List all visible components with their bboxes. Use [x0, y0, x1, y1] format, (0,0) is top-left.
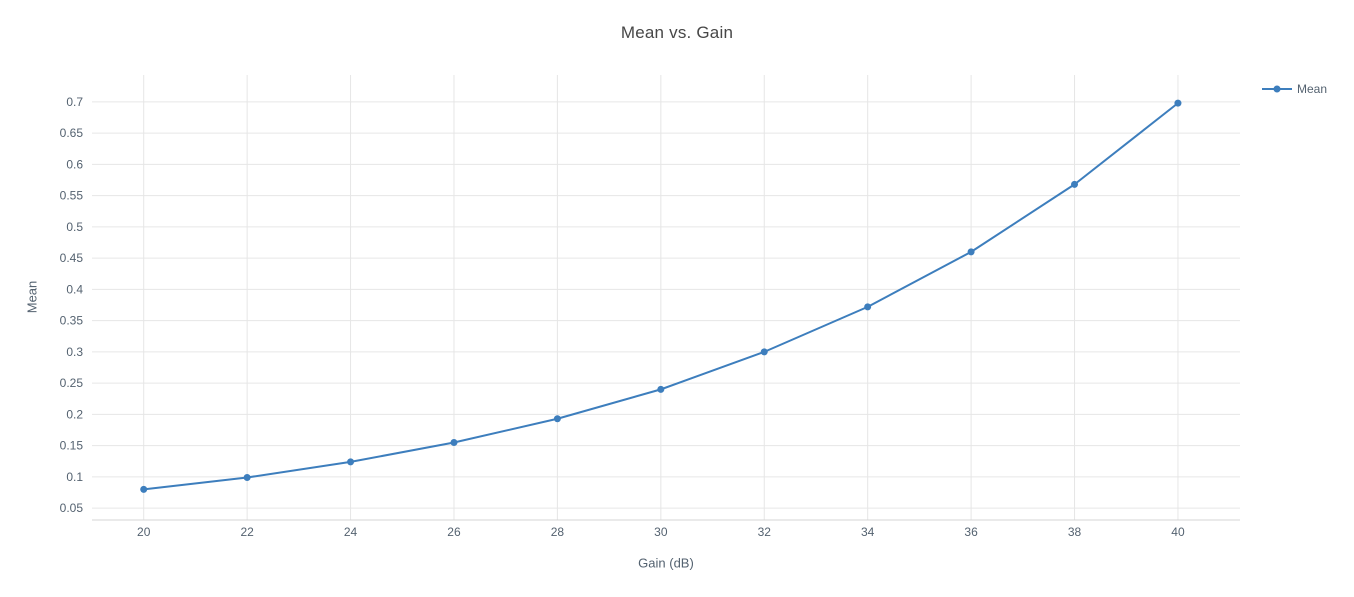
legend-label[interactable]: Mean [1297, 82, 1328, 96]
y-axis-label: Mean [24, 280, 40, 314]
x-tick-label: 20 [137, 525, 151, 539]
y-tick-label: 0.4 [66, 282, 83, 296]
legend-marker [1273, 85, 1281, 93]
y-tick-label: 0.45 [60, 251, 84, 265]
data-point[interactable] [967, 248, 975, 256]
data-point[interactable] [553, 415, 561, 423]
x-tick-label: 22 [240, 525, 254, 539]
y-tick-label: 0.3 [66, 345, 83, 359]
y-tick-label: 0.2 [66, 407, 83, 421]
data-point[interactable] [140, 485, 148, 493]
data-point[interactable] [864, 303, 872, 311]
y-tick-label: 0.25 [60, 376, 84, 390]
x-tick-label: 24 [344, 525, 358, 539]
x-tick-label: 30 [654, 525, 668, 539]
data-point[interactable] [450, 439, 458, 446]
y-tick-label: 0.7 [66, 95, 83, 109]
x-tick-label: 40 [1171, 525, 1185, 539]
data-point[interactable] [1071, 180, 1079, 188]
y-tick-label: 0.5 [66, 220, 83, 234]
x-tick-label: 36 [964, 525, 978, 539]
y-tick-label: 0.65 [60, 126, 84, 140]
x-tick-label: 26 [447, 525, 461, 539]
y-tick-label: 0.55 [60, 189, 84, 203]
data-point[interactable] [760, 348, 768, 356]
data-point[interactable] [1174, 99, 1182, 107]
x-tick-label: 38 [1068, 525, 1082, 539]
x-tick-label: 34 [861, 525, 875, 539]
y-tick-label: 0.1 [66, 470, 83, 484]
data-point[interactable] [657, 385, 665, 393]
y-tick-label: 0.15 [60, 439, 84, 453]
legend-line-icon [1262, 85, 1292, 93]
legend[interactable]: Mean [1262, 82, 1327, 96]
data-point[interactable] [347, 458, 355, 466]
x-tick-label: 32 [758, 525, 772, 539]
y-tick-label: 0.05 [60, 501, 84, 515]
x-axis-label: Gain (dB) [638, 555, 694, 571]
y-tick-label: 0.6 [66, 157, 83, 171]
chart-title: Mean vs. Gain [620, 23, 734, 42]
data-point[interactable] [243, 474, 251, 481]
y-tick-label: 0.35 [60, 314, 84, 328]
x-tick-label: 28 [551, 525, 565, 539]
